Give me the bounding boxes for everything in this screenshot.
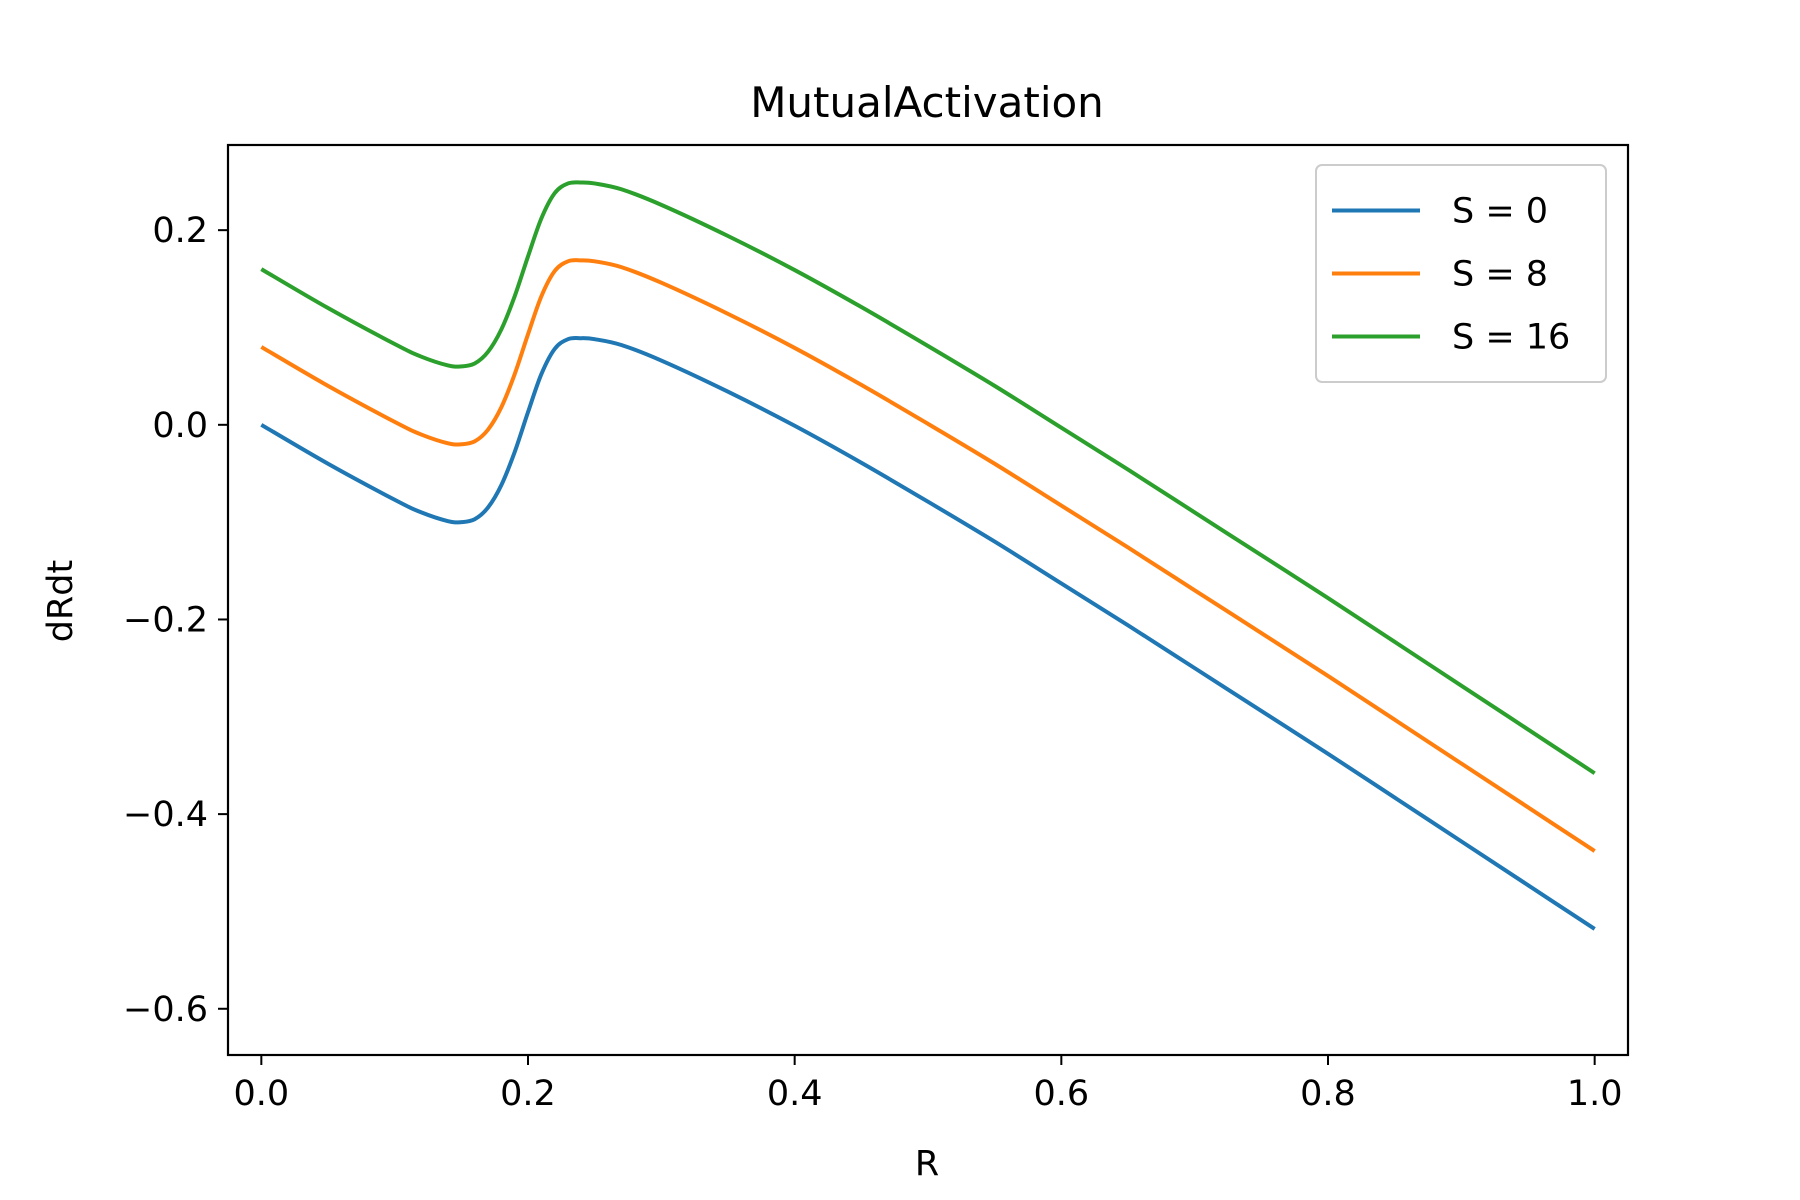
x-tick-label: 0.2 <box>500 1074 556 1114</box>
x-axis-label: R <box>915 1144 939 1184</box>
x-tick-label: 0.6 <box>1033 1074 1089 1114</box>
y-tick-label: −0.6 <box>123 990 208 1030</box>
y-axis-label: dRdt <box>41 560 81 642</box>
series-layer <box>260 180 1596 931</box>
legend-box <box>1315 164 1607 383</box>
chart-title: MutualActivation <box>750 78 1104 127</box>
y-tick-label: −0.2 <box>123 600 208 640</box>
series-line-2 <box>260 258 1596 853</box>
x-tick-label: 0.0 <box>233 1074 289 1114</box>
series-line-3 <box>260 180 1596 775</box>
y-tick-label: 0.0 <box>152 406 208 446</box>
y-tick-label: 0.2 <box>152 211 208 251</box>
legend: S = 0 S = 8 S = 16 <box>1315 164 1607 383</box>
legend-label: S = 8 <box>1452 255 1548 295</box>
x-tick-label: 0.8 <box>1300 1074 1356 1114</box>
ticks-layer: 0.0 0.2 0.4 0.6 0.8 1.0 0.2 0.0 −0.2 −0.4 −0.6 <box>123 211 1623 1114</box>
legend-label: S = 16 <box>1452 318 1570 358</box>
y-tick-label: −0.4 <box>123 795 208 835</box>
legend-label: S = 0 <box>1452 192 1548 232</box>
x-tick-label: 0.4 <box>767 1074 823 1114</box>
plot-frame <box>226 143 1630 1057</box>
x-tick-label: 1.0 <box>1567 1074 1623 1114</box>
series-line-1 <box>260 336 1596 931</box>
